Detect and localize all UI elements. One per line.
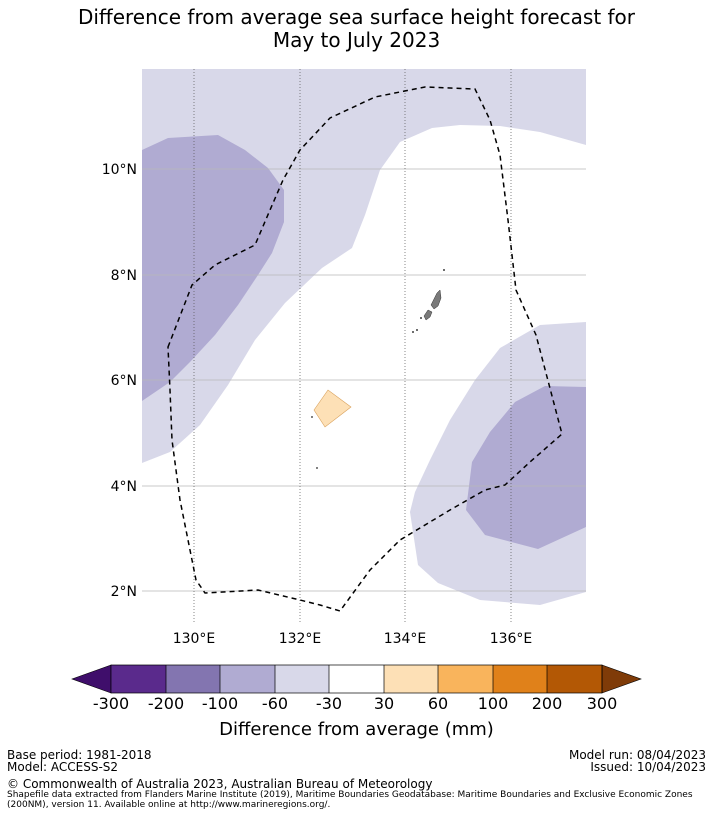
colorbar-tick: 100 [477,694,509,713]
colorbar-tick: -300 [92,694,130,713]
colorbar-swatch-5 [329,665,384,693]
lon-label-130e: 130°E [173,631,216,647]
colorbar [71,664,642,694]
map-panel: 10°N 8°N 6°N 4°N 2°N 130°E 132°E 134°E 1… [102,69,586,647]
anomaly-region-positive-patch [313,389,352,428]
colorbar-tick: -60 [261,694,289,713]
colorbar-swatch-2 [166,665,220,693]
colorbar-swatch-9 [547,665,602,693]
map-title-line-2: May to July 2023 [272,28,441,52]
colorbar-swatch-8 [493,665,547,693]
island-dot-6 [316,467,318,469]
colorbar-swatch-6 [384,665,438,693]
colorbar-dividers [165,665,548,693]
model-run-text: Model run: 08/04/2023 [568,748,706,762]
latitude-gridlines [142,168,586,592]
base-period-text: Base period: 1981-2018 [7,748,152,762]
colorbar-tick: 60 [427,694,449,713]
map-title: Difference from average sea surface heig… [0,6,713,52]
lat-label-2n: 2°N [111,584,137,600]
copyright-text: © Commonwealth of Australia 2023, Austra… [7,777,433,791]
lon-label-132e: 132°E [279,631,322,647]
colorbar-tick: -200 [147,694,185,713]
lat-label-4n: 4°N [111,479,137,495]
island-babeldaob [430,289,442,310]
island-dot-2 [415,328,419,332]
colorbar-frame [110,664,603,694]
lat-label-6n: 6°N [111,373,137,389]
lat-label-8n: 8°N [111,268,137,284]
island-small-chain [423,309,433,321]
palau-islands [311,268,446,469]
island-dot-1 [419,316,423,320]
lon-label-134e: 134°E [384,631,427,647]
colorbar-swatch-7 [438,665,493,693]
colorbar-swatch-1 [111,665,166,693]
colorbar-tick: 300 [586,694,618,713]
lat-label-10n: 10°N [102,162,137,178]
colorbar-tick: 30 [373,694,395,713]
eez-boundary-line [167,86,563,612]
lon-label-136e: 136°E [490,631,533,647]
island-dot-3 [411,330,415,334]
issued-text: Issued: 10/04/2023 [590,760,706,774]
island-dot-5 [311,416,313,418]
longitude-axis-labels: 130°E 132°E 134°E 136°E [173,631,533,647]
colorbar-tick: -100 [201,694,239,713]
colorbar-tick: 200 [531,694,563,713]
colorbar-swatch-4 [275,665,329,693]
footer-right: Model run: 08/04/2023 Issued: 10/04/2023 [569,749,706,773]
footer-left: Base period: 1981-2018 Model: ACCESS-S2 [7,749,152,773]
colorbar-extend-right [601,664,642,694]
model-text: Model: ACCESS-S2 [7,760,119,774]
anomaly-region-medium-west [142,135,284,401]
map-title-line-1: Difference from average sea surface heig… [77,5,636,29]
anomaly-region-medium-southeast [466,386,586,549]
colorbar-extend-left [71,664,112,694]
colorbar-swatch-3 [220,665,275,693]
shapefile-note: Shapefile data extracted from Flanders M… [7,790,693,810]
colorbar-title: Difference from average (mm) [219,719,494,740]
longitude-gridlines [193,69,512,622]
island-dot-4 [442,268,446,272]
latitude-axis-labels: 10°N 8°N 6°N 4°N 2°N [102,162,137,600]
colorbar-tick: -30 [315,694,343,713]
